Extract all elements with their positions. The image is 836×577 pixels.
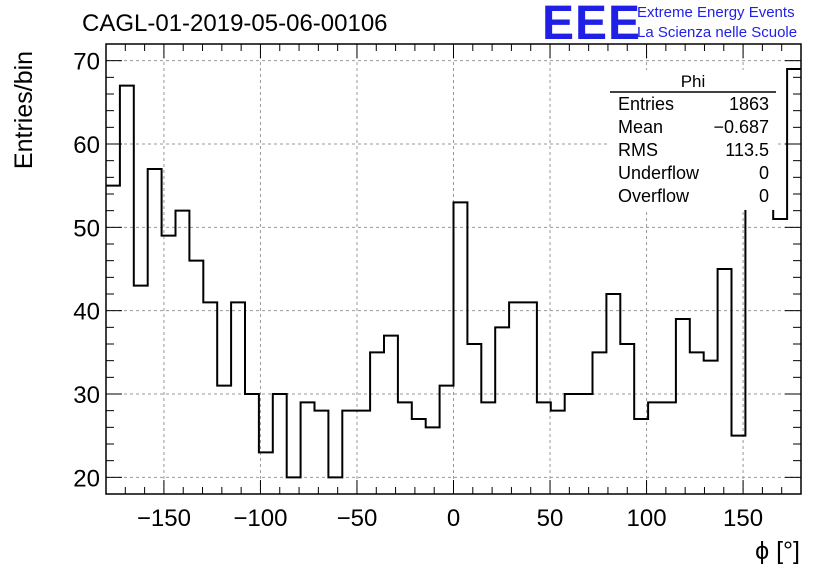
histogram-bin bbox=[120, 86, 134, 494]
histogram-bin bbox=[634, 419, 648, 494]
x-tick-label: −100 bbox=[233, 505, 287, 532]
histogram-bin bbox=[176, 211, 190, 494]
histogram-bin bbox=[384, 336, 398, 494]
stats-row-value: −0.687 bbox=[713, 117, 769, 137]
histogram-series-phi bbox=[106, 68, 801, 479]
histogram-bin bbox=[356, 411, 370, 494]
histogram-bin bbox=[231, 302, 245, 494]
stats-row-value: 1863 bbox=[729, 94, 769, 114]
histogram-bin bbox=[620, 344, 634, 494]
x-tick-label: −150 bbox=[137, 505, 191, 532]
histogram-bin bbox=[370, 352, 384, 494]
histogram-bin bbox=[523, 302, 537, 494]
histogram-bin bbox=[690, 352, 704, 494]
histogram-bin bbox=[203, 302, 217, 494]
histogram-bin bbox=[745, 202, 759, 494]
histogram-bin bbox=[259, 452, 273, 494]
histogram-bin bbox=[315, 411, 329, 494]
plot-title: CAGL-01-2019-05-06-00106 bbox=[82, 10, 388, 37]
x-tick-label: 100 bbox=[627, 505, 667, 532]
stats-row-value: 0 bbox=[759, 163, 769, 183]
histogram-bin bbox=[328, 477, 342, 494]
x-axis-title: ϕ [°] bbox=[755, 537, 800, 565]
histogram-bin bbox=[773, 219, 787, 494]
histogram-bin bbox=[662, 402, 676, 494]
x-tick-label: 50 bbox=[537, 505, 564, 532]
histogram-bin bbox=[412, 419, 426, 494]
stats-row-value: 0 bbox=[759, 186, 769, 206]
histogram-bin bbox=[718, 269, 732, 494]
stats-box bbox=[610, 70, 776, 210]
stats-row-label: Entries bbox=[618, 94, 674, 114]
y-tick-label: 40 bbox=[73, 299, 100, 326]
histogram-bin bbox=[648, 402, 662, 494]
x-tick-label: 0 bbox=[447, 505, 460, 532]
x-tick-label: 150 bbox=[723, 505, 763, 532]
histogram-bin bbox=[593, 352, 607, 494]
histogram-bin bbox=[676, 319, 690, 494]
stats-box-title: Phi bbox=[681, 72, 706, 91]
histogram-bin bbox=[440, 386, 454, 494]
x-tick-label: −50 bbox=[337, 505, 378, 532]
histogram-bin bbox=[537, 402, 551, 494]
eee-logo: EEE bbox=[542, 0, 642, 50]
histogram-bin bbox=[551, 411, 565, 494]
histogram-bin bbox=[495, 327, 509, 494]
histogram-bin bbox=[467, 344, 481, 494]
stats-row-label: RMS bbox=[618, 140, 658, 160]
histogram-bin bbox=[426, 427, 440, 494]
histogram-bin bbox=[398, 402, 412, 494]
histogram-bin bbox=[606, 294, 620, 494]
histogram-bin bbox=[565, 394, 579, 494]
histogram-bin bbox=[134, 286, 148, 494]
y-tick-label: 50 bbox=[73, 215, 100, 242]
histogram-bin bbox=[301, 402, 315, 494]
y-tick-label: 60 bbox=[73, 132, 100, 159]
y-tick-label: 70 bbox=[73, 49, 100, 76]
histogram-bin bbox=[759, 177, 773, 494]
histogram-bin bbox=[787, 69, 801, 494]
histogram-bin bbox=[245, 394, 259, 494]
histogram-bin bbox=[189, 261, 203, 494]
histogram-bin bbox=[579, 394, 593, 494]
histogram-bin bbox=[273, 394, 287, 494]
histogram-bin bbox=[148, 169, 162, 494]
y-tick-label: 30 bbox=[73, 382, 100, 409]
histogram-bin bbox=[342, 411, 356, 494]
histogram-bin bbox=[704, 361, 718, 494]
histogram-bin bbox=[106, 186, 120, 494]
y-tick-label: 20 bbox=[73, 465, 100, 492]
histogram-bin bbox=[509, 302, 523, 494]
histogram-bin bbox=[454, 202, 468, 494]
histogram-bin bbox=[162, 236, 176, 494]
logo-caption-line2: La Scienza nelle Scuole bbox=[637, 24, 798, 41]
histogram-bin bbox=[217, 386, 231, 494]
stats-row-value: 113.5 bbox=[725, 140, 769, 160]
stats-row-label: Mean bbox=[618, 117, 663, 137]
stats-row-label: Underflow bbox=[618, 163, 700, 183]
histogram-bin bbox=[481, 402, 495, 494]
histogram-bin bbox=[287, 477, 301, 494]
y-axis-title: Entries/bin bbox=[10, 51, 38, 169]
stats-row-label: Overflow bbox=[618, 186, 690, 206]
logo-caption-line1: Extreme Energy Events bbox=[637, 4, 795, 21]
